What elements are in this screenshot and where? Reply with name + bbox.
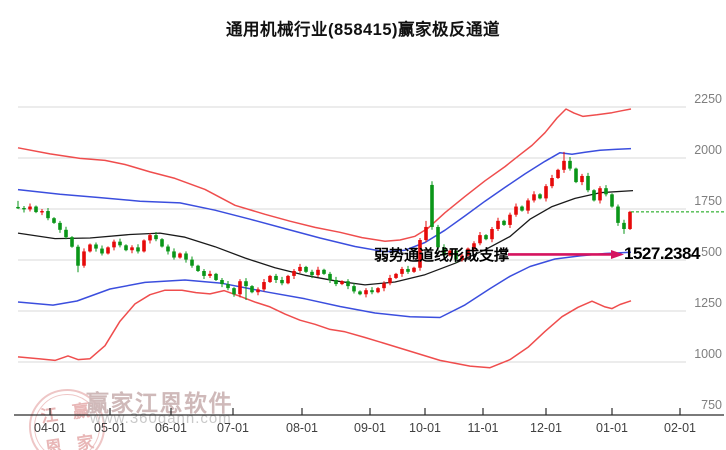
channel-line-upper-blue-rail [17, 147, 632, 253]
y-axis-label: 2250 [694, 92, 722, 106]
x-axis-label: 10-01 [409, 421, 441, 435]
channel-line-lower-blue-rail [17, 251, 632, 319]
x-axis-label: 01-01 [596, 421, 628, 435]
x-axis-label: 11-01 [467, 421, 498, 435]
x-axis-label: 12-01 [530, 421, 562, 435]
support-arrow-head [611, 249, 624, 259]
x-axis-label: 08-01 [286, 421, 318, 435]
channel-lines-layer [17, 108, 634, 369]
x-axis-label: 05-01 [94, 421, 126, 435]
channel-line-upper-red-rail [17, 108, 632, 242]
chart-title: 通用机械行业(858415)赢家极反通道 [225, 21, 501, 39]
annotation-arrow-layer [508, 249, 624, 259]
watermark-url-text: www.360gann.com [90, 410, 232, 427]
candles-layer [16, 151, 632, 300]
x-axis-label: 04-01 [34, 421, 66, 435]
y-axis-label: 1000 [694, 347, 722, 361]
x-axis-label: 02-01 [664, 421, 696, 435]
x-axis-label: 09-01 [354, 421, 386, 435]
support-annotation-text: 弱势通道线形成支撑 [374, 247, 510, 264]
x-axis-label: 07-01 [217, 421, 249, 435]
x-axis-label: 06-01 [155, 421, 187, 435]
y-axis-label: 750 [701, 398, 722, 412]
channel-line-lower-red-rail [17, 289, 632, 369]
channel-line-middle-black-rail [17, 189, 634, 286]
y-axis-label: 1250 [694, 296, 722, 310]
y-axis-label: 1750 [694, 194, 722, 208]
y-axis-label: 1500 [694, 245, 722, 259]
support-price-label: 1527.2384 [624, 244, 700, 263]
y-axis-label: 2000 [694, 143, 722, 157]
axis-layer: 04-01 05-01 06-01 07-01 08-01 09-01 10-01 11-01… [14, 92, 724, 435]
